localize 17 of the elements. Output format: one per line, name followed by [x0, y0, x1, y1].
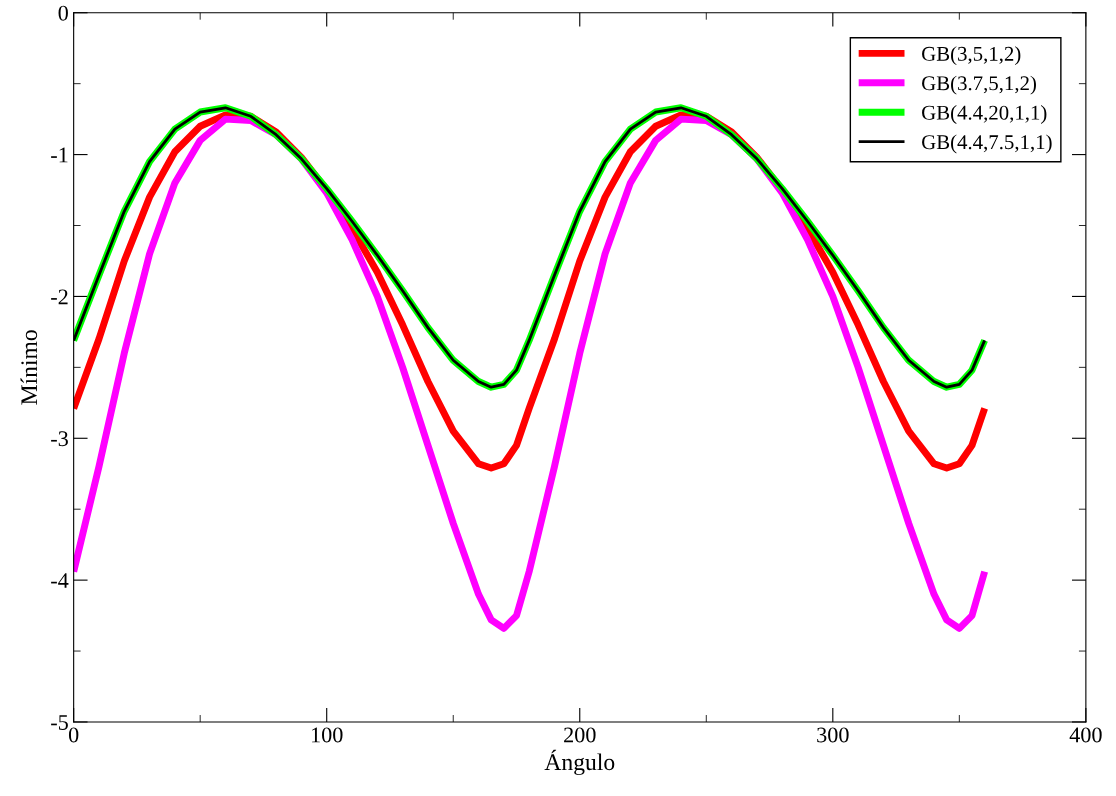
x-tick-label: 200: [564, 727, 596, 743]
x-tick-label: 300: [817, 727, 849, 743]
legend-label: GB(4.4,20,1,1): [922, 105, 1047, 124]
legend-label: GB(4.4,7.5,1,1): [922, 134, 1052, 154]
y-tick-label: -3: [51, 431, 68, 447]
y-tick-label: -4: [51, 573, 69, 588]
y-tick-label: -2: [51, 289, 68, 305]
y-tick-label: 0: [58, 5, 68, 21]
x-tick-label: 400: [1069, 727, 1102, 743]
x-axis-title: Ángulo: [544, 749, 615, 776]
y-tick-label: -1: [51, 147, 68, 163]
legend-label: GB(3.7,5,1,2): [922, 75, 1036, 95]
x-tick-label: 0: [68, 727, 79, 743]
y-tick-label: -5: [51, 715, 68, 730]
legend-label: GB(3,5,1,2): [922, 46, 1021, 66]
x-tick-label: 100: [312, 727, 343, 743]
y-axis-title: Mínimo: [20, 330, 38, 405]
